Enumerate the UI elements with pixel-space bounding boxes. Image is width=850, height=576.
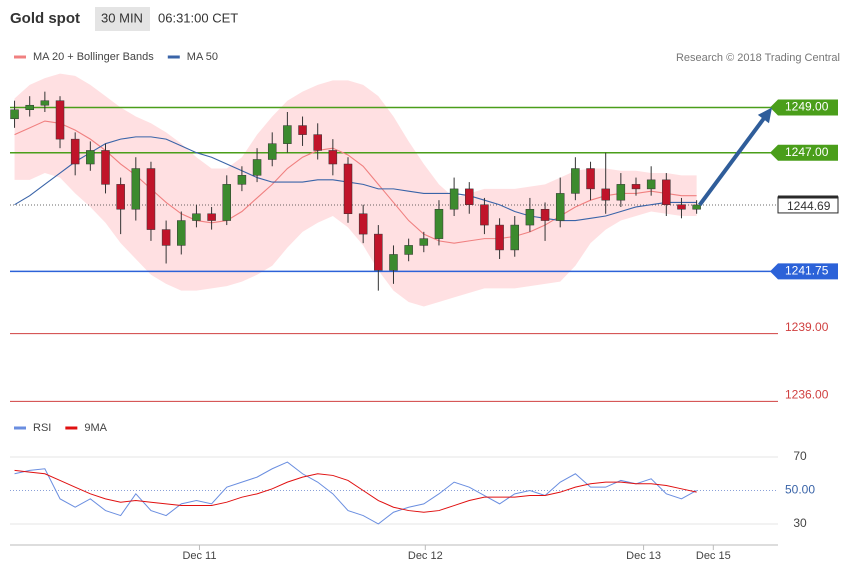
x-tick-label: Dec 12: [408, 550, 443, 562]
candle-body: [131, 168, 141, 210]
level-label-box: [770, 263, 838, 280]
candle-body: [328, 150, 338, 165]
y-tick-label: 30: [793, 516, 807, 530]
level-label-box: [770, 99, 838, 116]
candle-body: [616, 184, 626, 201]
candle-body: [298, 125, 307, 135]
timeframe: 30 MIN: [101, 10, 143, 25]
candle-body: [525, 208, 535, 226]
candle-body: [434, 208, 444, 239]
candle-body: [677, 204, 686, 210]
candle-body: [207, 213, 216, 221]
candle-body: [222, 184, 232, 221]
level-label: 1241.75: [785, 264, 829, 278]
candle-body: [10, 109, 19, 120]
time: 06:31:00 CET: [158, 10, 238, 25]
candle-body: [555, 193, 565, 221]
legend-label: MA 50: [187, 51, 218, 63]
candle-body: [283, 125, 292, 144]
legend-label: MA 20 + Bollinger Bands: [33, 51, 154, 63]
x-tick-label: Dec 13: [626, 550, 661, 562]
candle-body: [601, 188, 610, 201]
ma-line: [14, 120, 697, 244]
candle-body: [313, 134, 322, 151]
candle-body: [40, 100, 50, 106]
candle-body: [252, 159, 262, 176]
level-label: 1244.69: [787, 199, 831, 213]
y-tick-label: 50.00: [785, 483, 815, 497]
forecast-arrow: [698, 114, 768, 207]
ma-line: [14, 136, 697, 222]
candle-body: [237, 175, 247, 185]
candle-body: [631, 184, 641, 190]
timeframe-box: [95, 7, 150, 31]
candle-body: [70, 138, 80, 165]
level-label: 1236.00: [785, 388, 829, 402]
candle-body: [267, 143, 277, 160]
x-tick-label: Dec 11: [182, 550, 216, 562]
candle-body: [192, 213, 201, 221]
candle-body: [343, 163, 353, 215]
candle-body: [101, 150, 110, 185]
rsi-line: [14, 461, 697, 525]
candle-body: [86, 150, 95, 165]
legend-label: RSI: [33, 422, 51, 434]
candle-body: [540, 208, 550, 221]
level-label: 1239.00: [785, 320, 829, 334]
candle-body: [55, 100, 65, 140]
candle-body: [449, 188, 459, 210]
candle-body: [177, 220, 186, 246]
candle-body: [358, 213, 368, 235]
copyright: Research © 2018 Trading Central: [676, 52, 840, 64]
y-tick-label: 70: [793, 449, 807, 463]
legend-label: 9MA: [84, 422, 107, 434]
candle-body: [571, 168, 580, 194]
candle-body: [465, 188, 474, 205]
level-label: 1247.00: [785, 145, 829, 159]
candle-body: [161, 229, 171, 246]
candle-body: [692, 204, 701, 210]
candle-body: [419, 238, 429, 246]
bollinger-band: [14, 73, 697, 307]
candle-body: [646, 179, 656, 190]
level-label: 1249.00: [785, 100, 829, 114]
candle-body: [586, 168, 595, 190]
candle-body: [116, 184, 125, 210]
level-label-box: [770, 144, 838, 161]
candle-body: [480, 204, 489, 226]
candle-body: [374, 233, 383, 271]
candle-body: [389, 254, 398, 271]
candle-body: [662, 179, 671, 205]
forecast-arrowhead: [757, 107, 772, 124]
candle-body: [510, 224, 519, 251]
candle-body: [25, 104, 34, 110]
rsi-line: [14, 469, 697, 513]
candle-body: [146, 168, 156, 230]
candle-body: [404, 245, 413, 255]
candle-body: [495, 224, 504, 251]
chart-title: Gold spot: [10, 10, 80, 27]
x-tick-label: Dec 15: [696, 550, 731, 562]
